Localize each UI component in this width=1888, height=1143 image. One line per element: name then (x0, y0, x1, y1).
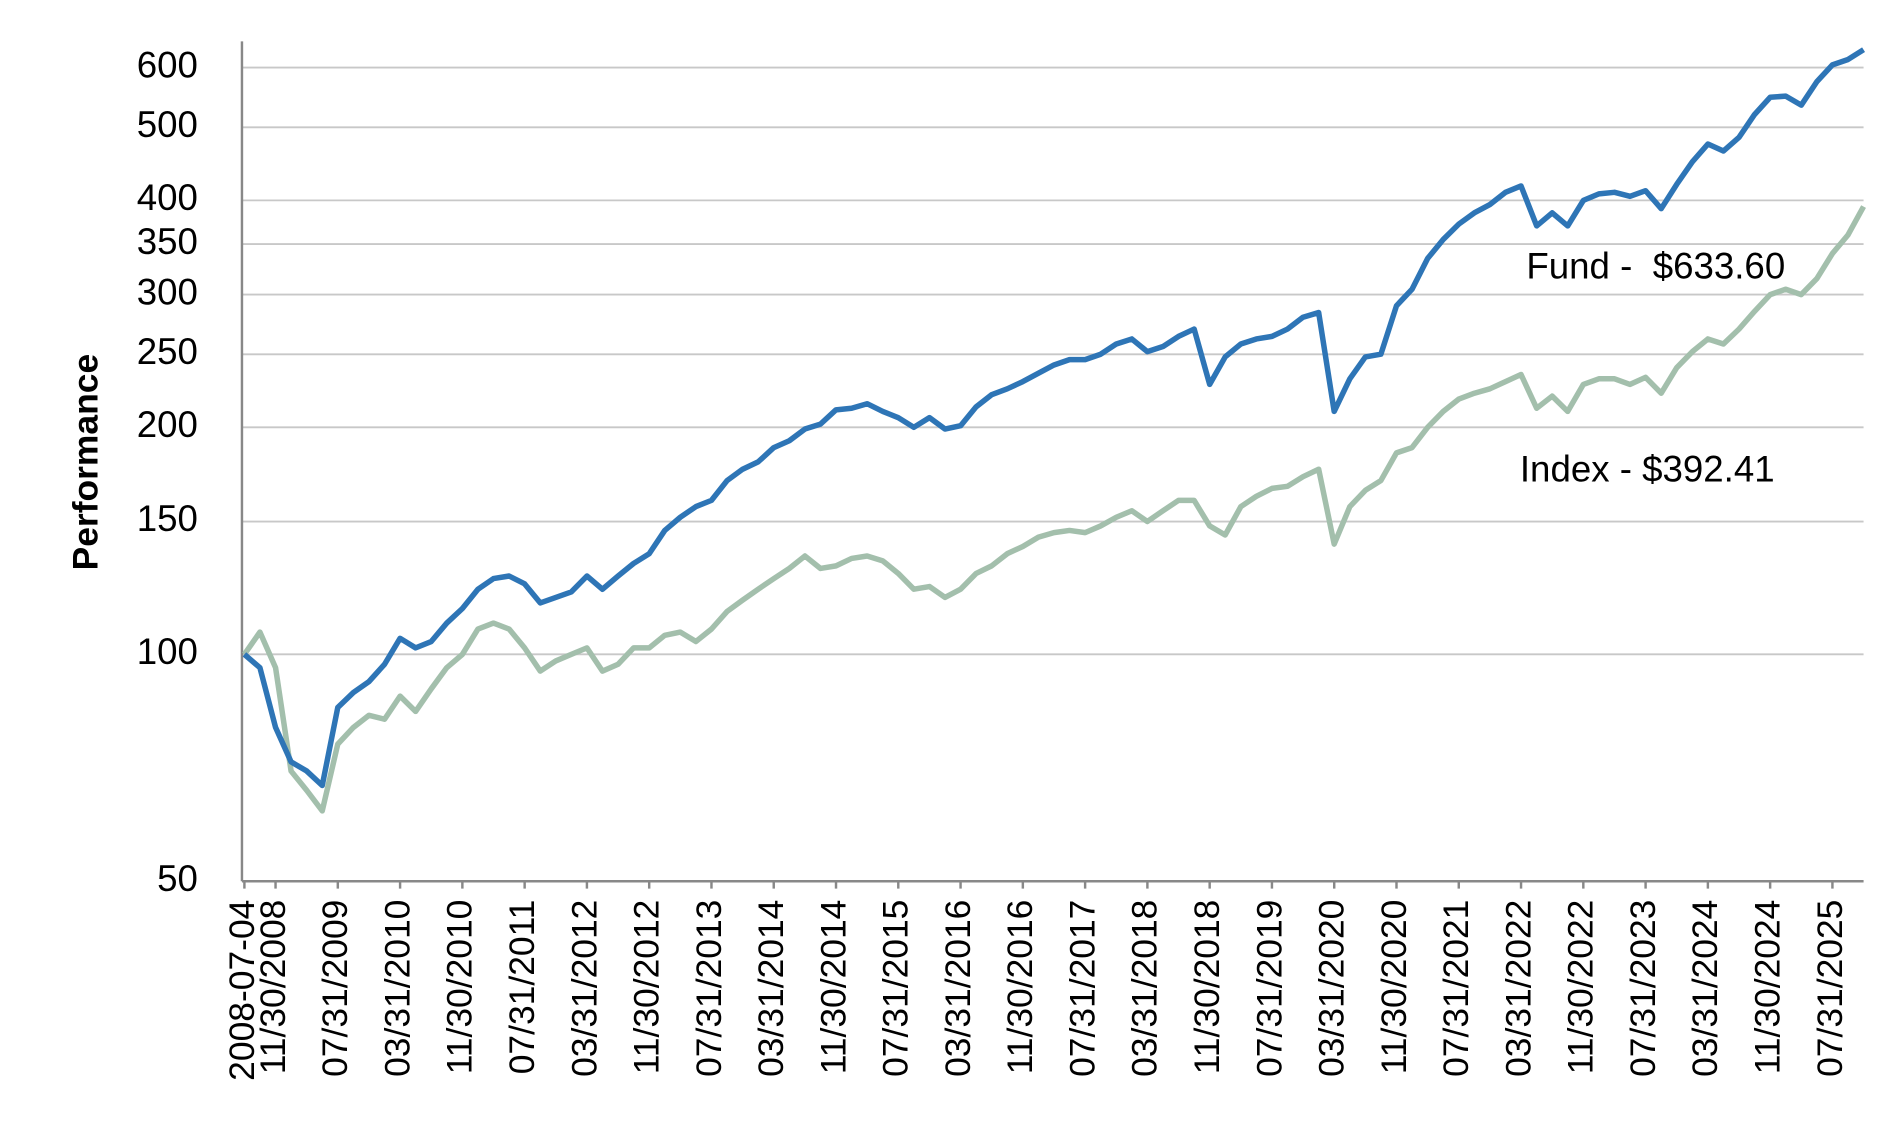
x-tick-label: 11/30/2012 (627, 900, 667, 1075)
x-tick-label: 11/30/2024 (1748, 900, 1788, 1075)
y-tick-label: 350 (137, 221, 198, 262)
y-tick-label: 100 (137, 631, 198, 672)
x-tick-label: 03/31/2020 (1312, 900, 1352, 1077)
x-tick-label: 03/31/2022 (1498, 900, 1538, 1077)
x-tick-label: 11/30/2014 (813, 900, 853, 1075)
x-tick-label: 03/31/2018 (1125, 900, 1165, 1077)
x-tick-label: 11/30/2016 (1000, 900, 1040, 1075)
annotation: Fund - $633.60 (1526, 246, 1785, 287)
x-tick-label: 03/31/2024 (1685, 900, 1725, 1077)
x-tick-label: 07/31/2013 (689, 900, 729, 1077)
annotation: Index - $392.41 (1520, 449, 1775, 490)
x-tick-label: 07/31/2021 (1436, 900, 1476, 1077)
x-tick-label: 2008-07-04 (222, 900, 262, 1081)
y-tick-label: 400 (137, 177, 198, 218)
y-tick-label: 600 (137, 44, 198, 85)
x-tick-label: 07/31/2011 (502, 900, 542, 1075)
x-tick-label: 11/30/2008 (253, 900, 293, 1075)
y-tick-label: 500 (137, 104, 198, 145)
x-tick-label: 03/31/2016 (938, 900, 978, 1077)
x-tick-label: 11/30/2020 (1374, 900, 1414, 1075)
x-tick-label: 07/31/2025 (1810, 900, 1850, 1077)
x-tick-label: 07/31/2015 (876, 900, 916, 1077)
series-line (242, 47, 1866, 789)
x-tick-label: 03/31/2014 (751, 900, 791, 1077)
x-tick-label: 11/30/2018 (1187, 900, 1227, 1075)
x-tick-label: 03/31/2010 (377, 900, 417, 1077)
x-tick-label: 07/31/2009 (315, 900, 355, 1077)
y-axis-label: Performance (65, 354, 105, 571)
x-tick-label: 07/31/2019 (1249, 900, 1289, 1077)
x-tick-label: 03/31/2012 (564, 900, 604, 1077)
x-tick-label: 11/30/2010 (440, 900, 480, 1075)
x-tick-label: 11/30/2022 (1561, 900, 1601, 1075)
y-tick-label: 150 (137, 498, 198, 539)
x-tick-label: 07/31/2023 (1623, 900, 1663, 1077)
y-tick-label: 50 (157, 858, 198, 899)
series-line (242, 205, 1866, 814)
x-tick-label: 07/31/2017 (1062, 900, 1102, 1077)
y-tick-label: 200 (137, 404, 198, 445)
y-tick-label: 250 (137, 331, 198, 372)
y-tick-label: 300 (137, 271, 198, 312)
